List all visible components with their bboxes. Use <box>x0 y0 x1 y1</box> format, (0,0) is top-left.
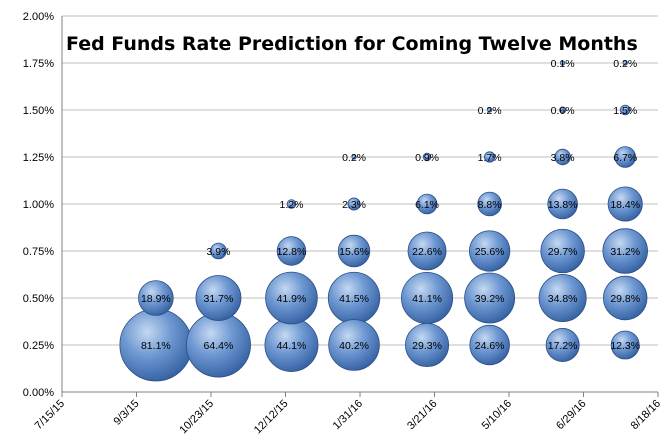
bubble <box>286 199 297 209</box>
y-tick-label: 1.75% <box>23 58 54 70</box>
x-tick-labels: 7/15/15 9/3/15 10/23/15 12/12/15 1/31/16 3/21… <box>33 398 663 437</box>
bubble <box>602 228 648 274</box>
bubble-label: 6.7% <box>613 152 637 164</box>
bubbles: 81.1% 18.9% 64.4% 31.7% 3.9% 44.1% 41.9% 12.8% 1… <box>119 58 648 382</box>
x-tick-label: 8/18/16 <box>629 398 663 432</box>
bubble <box>138 280 174 316</box>
bubble <box>619 104 631 116</box>
bubble-label: 31.2% <box>610 246 640 258</box>
bubble-label: 1.2% <box>279 199 303 211</box>
y-tick-label: 1.25% <box>23 152 54 164</box>
y-tick-label: 2.00% <box>23 11 54 23</box>
bubble-label: 0.9% <box>415 152 439 164</box>
bubble <box>416 193 438 215</box>
bubble-label: 17.2% <box>548 340 578 352</box>
bubble-label: 41.9% <box>277 293 307 305</box>
bubble-label: 22.6% <box>412 246 442 258</box>
bubble-label: 1.7% <box>478 152 502 164</box>
bubble <box>487 107 493 113</box>
bubble-label: 3.8% <box>551 152 575 164</box>
bubble <box>607 186 643 222</box>
y-tick-label: 0.25% <box>23 340 54 352</box>
bubble <box>469 324 510 366</box>
bubble <box>622 60 628 66</box>
bubble-label: 29.7% <box>548 246 578 258</box>
bubble-label: 24.6% <box>475 340 505 352</box>
x-tick-label: 9/3/15 <box>112 398 142 428</box>
bubble-label: 6.1% <box>415 199 439 211</box>
y-tick-label: 0.50% <box>23 293 54 305</box>
bubble-label: 34.8% <box>548 293 578 305</box>
y-tick-label: 0.00% <box>23 387 54 399</box>
bubble-label: 0.2% <box>478 105 502 117</box>
bubble <box>610 330 640 360</box>
bubble-label: 39.2% <box>475 293 505 305</box>
bubble <box>195 275 242 321</box>
bubble-label: 40.2% <box>339 340 369 352</box>
bubble-label: 25.6% <box>475 246 505 258</box>
axes <box>61 16 659 397</box>
bubble-label: 29.8% <box>610 293 640 305</box>
bubble <box>547 188 578 220</box>
bubble-label: 3.9% <box>206 246 230 258</box>
bubble-label: 81.1% <box>141 340 171 352</box>
bubble <box>602 275 648 321</box>
bubble <box>545 328 580 362</box>
bubble-label: 2.3% <box>342 199 366 211</box>
bubble <box>407 231 447 271</box>
bubble <box>538 274 587 322</box>
x-tick-label: 1/31/16 <box>331 398 365 432</box>
y-tick-label: 0.75% <box>23 246 54 258</box>
x-tick-label: 6/29/16 <box>554 398 588 432</box>
bubble <box>276 236 307 266</box>
bubble-label: 12.8% <box>277 246 307 258</box>
bubble <box>469 230 511 272</box>
bubble-label: 64.4% <box>204 340 234 352</box>
bubble-label: 12.3% <box>610 340 640 352</box>
x-tick-label: 12/12/15 <box>252 398 291 437</box>
bubble <box>265 271 318 325</box>
bubble <box>484 151 496 163</box>
bubble <box>554 148 571 166</box>
bubble-label: 31.7% <box>204 293 234 305</box>
x-tick-label: 5/10/16 <box>480 398 514 432</box>
bubble-label: 13.8% <box>548 199 578 211</box>
y-tick-labels: 0.00% 0.25% 0.50% 0.75% 1.00% 1.25% 1.50% 1.75%… <box>23 11 54 399</box>
bubble <box>210 242 227 260</box>
bubble <box>422 152 432 162</box>
bubble-label: 8.8% <box>478 199 502 211</box>
bubble <box>540 228 585 274</box>
chart-title: Fed Funds Rate Prediction for Coming Twe… <box>66 33 638 55</box>
bubble <box>405 322 450 368</box>
bubble <box>464 272 516 324</box>
bubble <box>351 154 357 160</box>
y-tick-label: 1.00% <box>23 199 54 211</box>
bubble-label: 1.5% <box>613 105 637 117</box>
bubble-label: 0.2% <box>613 58 637 70</box>
bubble <box>337 234 371 268</box>
bubble-label: 41.5% <box>339 293 369 305</box>
x-tick-label: 10/23/15 <box>177 398 216 437</box>
bubble <box>328 319 380 371</box>
bubble <box>347 197 361 211</box>
bubble-label: 15.6% <box>339 246 369 258</box>
bubble <box>614 146 636 168</box>
y-tick-label: 1.50% <box>23 105 54 117</box>
bubble-label: 18.4% <box>610 199 640 211</box>
bubble-label: 29.3% <box>412 340 442 352</box>
bubble-label: 0.1% <box>551 58 575 70</box>
bubble <box>477 191 502 217</box>
bubble-label: 18.9% <box>141 293 171 305</box>
bubble-label: 41.1% <box>412 293 442 305</box>
bubble-label: 0.6% <box>551 105 575 117</box>
x-tick-label: 7/15/15 <box>33 398 67 432</box>
x-tick-label: 3/21/16 <box>405 398 439 432</box>
bubble-label: 0.2% <box>342 152 366 164</box>
bubble <box>559 106 567 114</box>
bubble <box>560 60 566 66</box>
bubble-label: 44.1% <box>277 340 307 352</box>
